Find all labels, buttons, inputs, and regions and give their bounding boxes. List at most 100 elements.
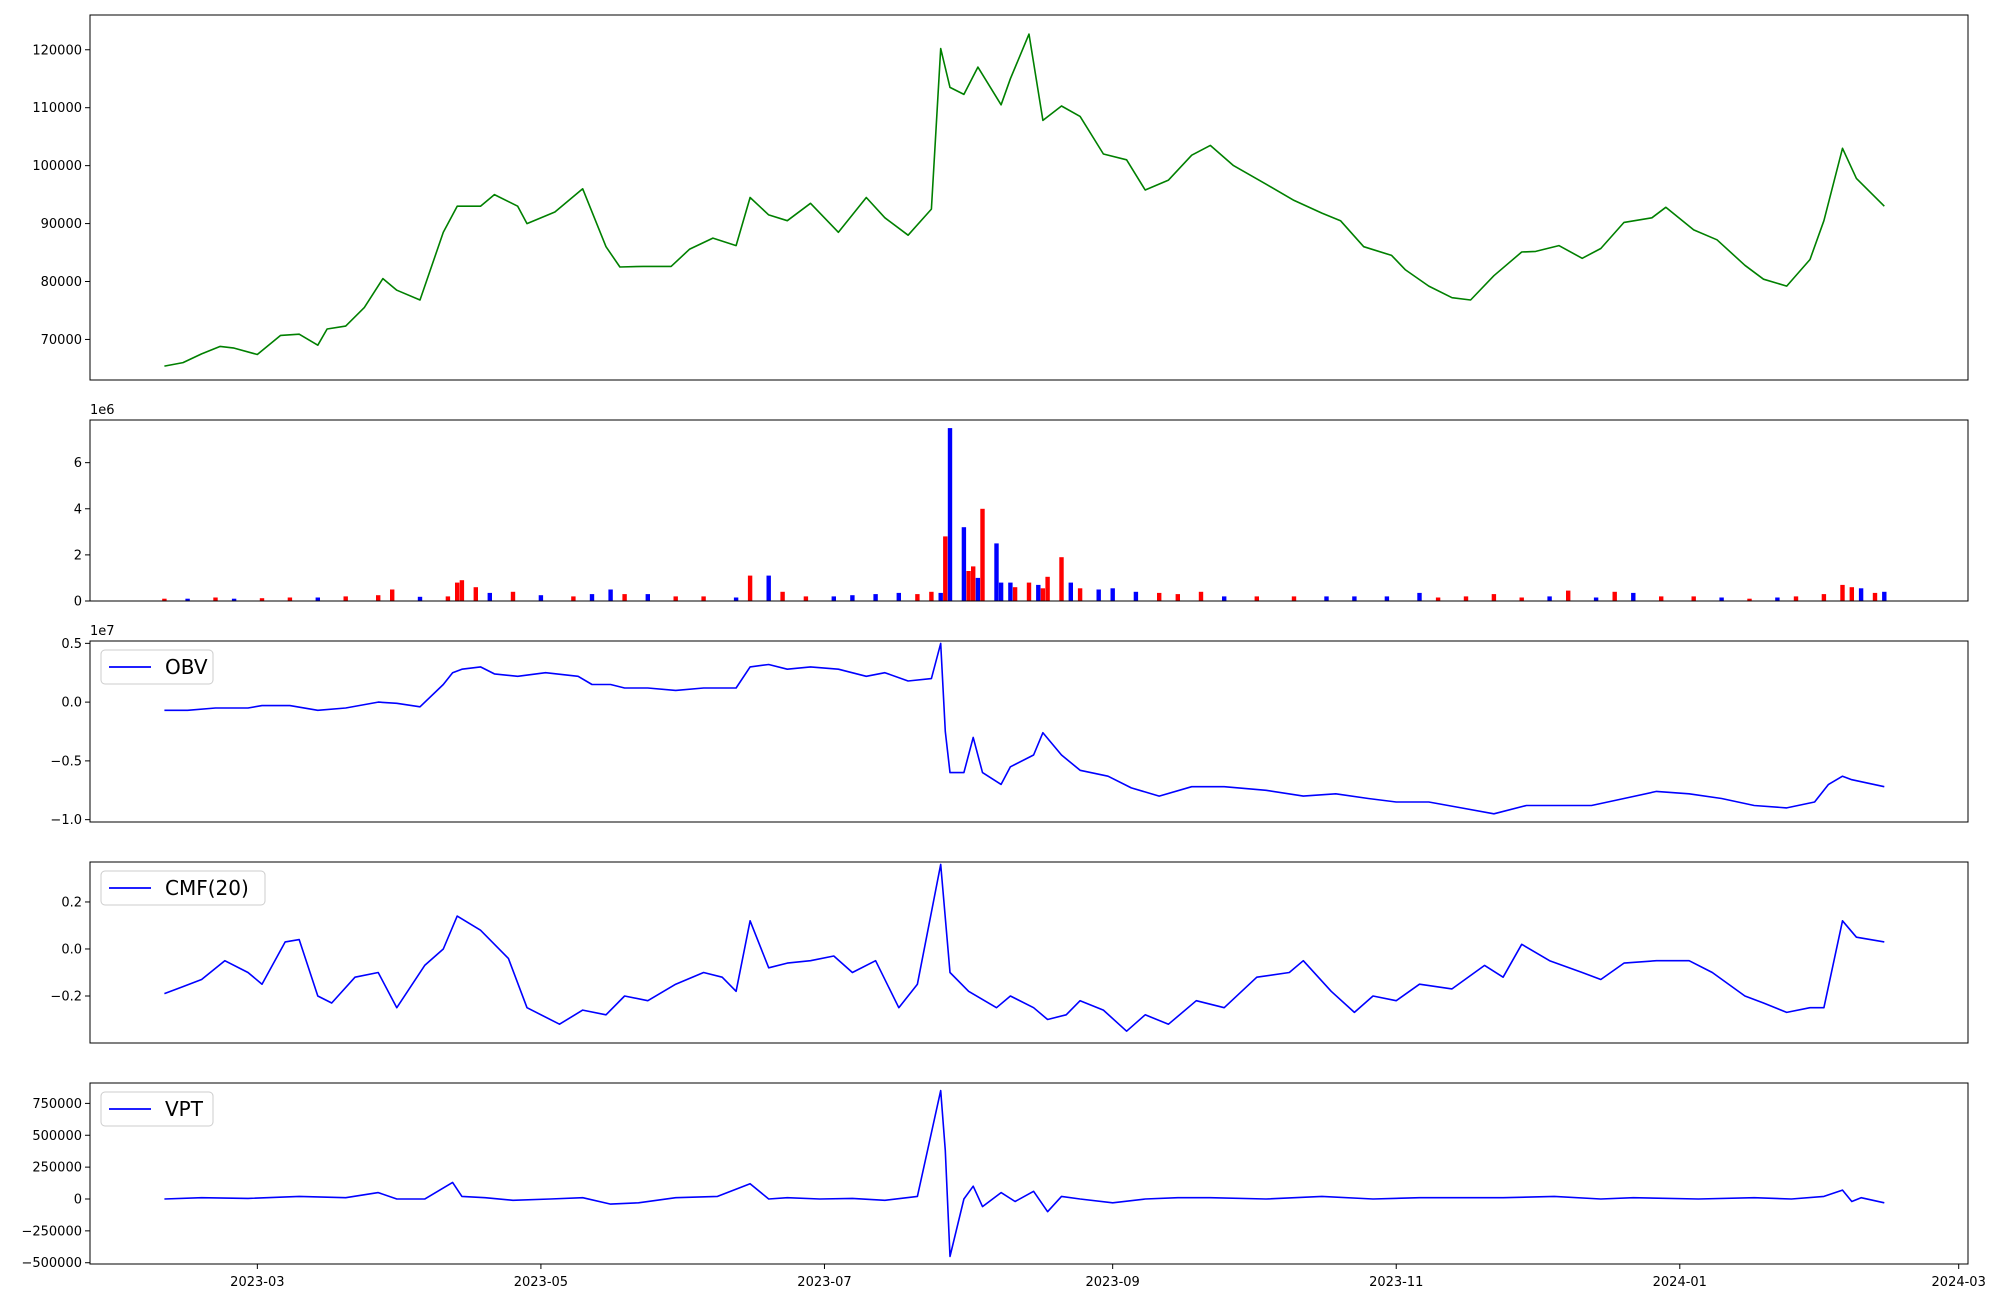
price-ytick-label: 90000: [41, 217, 82, 232]
volume-bar: [961, 527, 967, 601]
volume-bar: [487, 592, 492, 601]
volume-bar: [1849, 587, 1854, 601]
volume-bar: [1077, 588, 1083, 601]
volume-bar: [966, 571, 971, 601]
volume-bar: [971, 566, 976, 601]
volume-bar: [1026, 582, 1032, 601]
volume-bar: [1659, 596, 1664, 601]
vpt-legend: VPT: [100, 1091, 214, 1127]
volume-bar: [1821, 594, 1827, 601]
volume-bar: [1175, 594, 1180, 601]
volume-bar: [747, 575, 753, 601]
xtick-label: 2023-03: [230, 1275, 284, 1290]
volume-ytick-label: 0: [74, 595, 82, 610]
volume-bar: [1222, 596, 1227, 601]
volume-bar: [980, 508, 985, 601]
volume-bar: [445, 596, 451, 601]
volume-bar: [1631, 592, 1636, 601]
obv-plot-area: [164, 642, 1885, 815]
volume-bar: [417, 596, 423, 601]
volume-bar: [1775, 597, 1780, 601]
volume-bar: [231, 598, 237, 601]
obv-ytick-label: 0.0: [61, 696, 82, 711]
price-ytick-label: 110000: [32, 101, 82, 116]
volume-bar: [287, 597, 293, 601]
panel-price: 70000 80000 90000 100000 110000 120000: [32, 14, 1969, 381]
xtick-label: 2023-09: [1086, 1275, 1140, 1290]
panel-vpt: −500000 −250000 0 250000 500000 750000 VPT 2023…: [21, 1082, 1986, 1290]
cmf-legend-box: [100, 870, 266, 906]
volume-bar: [185, 598, 190, 601]
volume-bar: [1872, 592, 1878, 601]
volume-axes-frame: [89, 419, 1969, 602]
cmf-ytick-label: −0.2: [50, 989, 82, 1004]
volume-offset-label: 1e6: [90, 403, 115, 418]
price-plot-area: [164, 33, 1885, 367]
volume-bar: [589, 594, 595, 601]
price-axes-frame: [89, 14, 1969, 381]
price-ytick-label: 80000: [41, 275, 82, 290]
volume-bar: [1417, 592, 1422, 601]
volume-bar: [1882, 591, 1887, 601]
volume-bar: [803, 596, 809, 601]
obv-ytick-label: −1.0: [50, 813, 82, 828]
volume-bar: [1133, 591, 1139, 601]
obv-series-line: [164, 642, 1885, 815]
obv-axes-frame: [89, 640, 1969, 823]
volume-bar: [915, 594, 920, 601]
volume-bar: [1324, 596, 1329, 601]
volume-bar: [1068, 582, 1073, 601]
obv-legend-label: OBV: [165, 655, 208, 679]
volume-bar: [1691, 596, 1696, 601]
cmf-ytick-label: 0.0: [61, 942, 82, 957]
volume-bar: [780, 591, 785, 601]
volume-bar: [473, 587, 478, 601]
volume-bar: [1858, 588, 1864, 601]
volume-bar: [343, 596, 348, 601]
volume-bar: [608, 589, 613, 601]
volume-bar: [1198, 591, 1204, 601]
obv-ytick-label: 0.5: [61, 637, 82, 652]
volume-bar: [622, 594, 627, 601]
volume-bar: [850, 595, 855, 601]
volume-bar: [1612, 591, 1617, 601]
vpt-ytick-label: 750000: [32, 1097, 82, 1112]
vpt-series-line: [164, 1089, 1885, 1258]
volume-ytick-label: 4: [74, 502, 82, 517]
volume-bar: [938, 592, 943, 601]
cmf-ytick-label: 0.2: [61, 895, 82, 910]
volume-bar: [1384, 596, 1390, 601]
cmf-legend-label: CMF(20): [165, 876, 249, 900]
panel-obv: −1.0 −0.5 0.0 0.5 1e7 OBV: [50, 624, 1969, 828]
vpt-legend-label: VPT: [165, 1097, 204, 1121]
volume-bar: [873, 594, 878, 601]
volume-bar: [1254, 596, 1259, 601]
xtick-label: 2024-03: [1932, 1275, 1986, 1290]
volume-bar: [1463, 596, 1469, 601]
volume-bar: [947, 428, 953, 601]
volume-bar: [896, 592, 901, 601]
volume-bar: [376, 595, 381, 601]
obv-legend-box: [100, 649, 214, 685]
volume-bar: [733, 597, 739, 601]
volume-bar: [673, 596, 678, 601]
volume-bar: [943, 536, 948, 601]
obv-offset-label: 1e7: [90, 624, 115, 639]
volume-bar: [1793, 596, 1799, 601]
vpt-ytick-label: −250000: [21, 1224, 82, 1239]
volume-bar: [1593, 597, 1599, 601]
panel-volume: 0 2 4 6 1e6: [74, 403, 1969, 610]
volume-bar: [998, 582, 1004, 601]
volume-bar: [538, 595, 544, 601]
volume-bar: [315, 597, 320, 601]
volume-bar: [1719, 597, 1724, 601]
xtick-label: 2023-11: [1369, 1275, 1423, 1290]
xtick-label: 2024-01: [1653, 1275, 1707, 1290]
panel-cmf: −0.2 0.0 0.2 CMF(20): [50, 861, 1969, 1044]
volume-bar: [1012, 587, 1018, 601]
obv-ytick-label: −0.5: [50, 754, 82, 769]
volume-bar: [645, 594, 650, 601]
cmf-legend: CMF(20): [100, 870, 266, 906]
cmf-plot-area: [164, 863, 1885, 1032]
